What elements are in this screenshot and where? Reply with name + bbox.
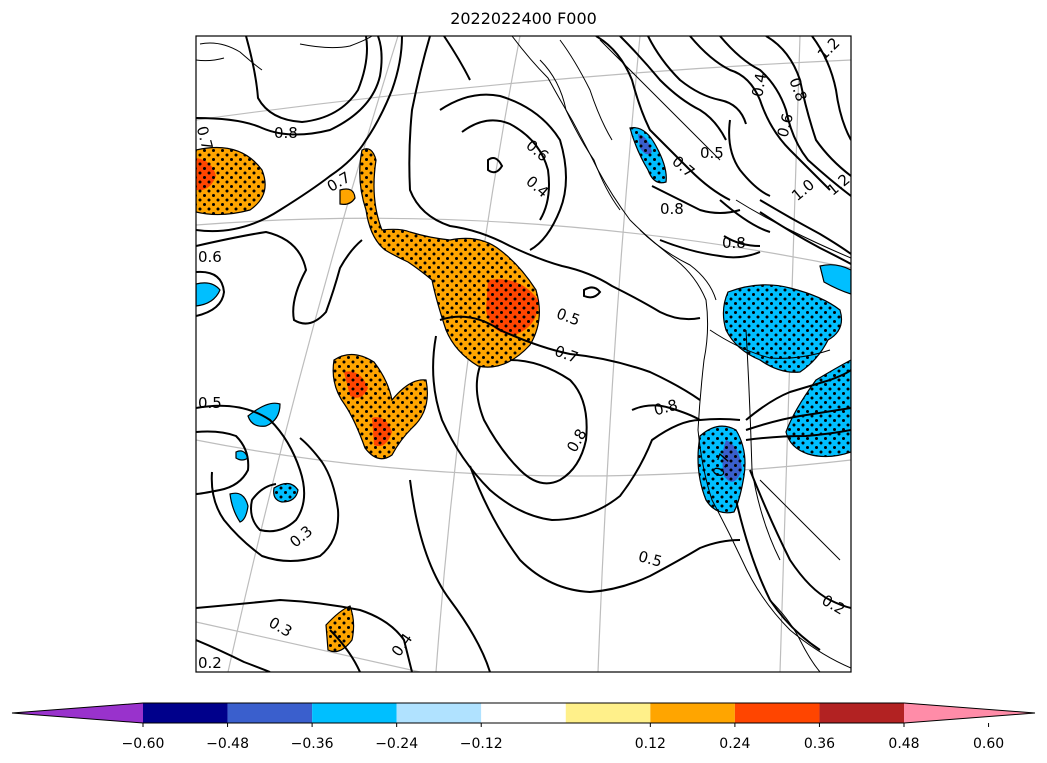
- contour-label: 0.8: [660, 200, 684, 218]
- contour-label: 0.6: [198, 248, 222, 266]
- contour-label: 0.5: [554, 304, 583, 329]
- colorbar-tick-label: −0.12: [460, 736, 503, 752]
- contour-label: 0.3: [286, 522, 316, 551]
- contour-label: 1.2: [814, 34, 844, 64]
- colorbar-bin: [143, 703, 228, 723]
- contour-label: 0.5: [198, 394, 222, 412]
- contour-label: 0.5: [636, 547, 664, 571]
- coastlines: [196, 36, 851, 672]
- contour-label: 0.6: [774, 112, 798, 140]
- colorbar-bin: [481, 703, 566, 723]
- negative-anomaly-region: [247, 402, 281, 427]
- contour-label: 0.5: [700, 144, 724, 162]
- contour-label: 0.4: [388, 630, 416, 660]
- colorbar-bin: [650, 703, 735, 723]
- contour-label: 0.3: [266, 613, 296, 641]
- contour-label: 0.8: [274, 124, 298, 142]
- colorbar-bin: [565, 703, 651, 723]
- contour-label: 0.8: [652, 396, 680, 420]
- negative-anomaly-region: [196, 282, 221, 307]
- colorbar-extend-low: [12, 703, 143, 723]
- colorbar-tick-label: −0.24: [375, 736, 418, 752]
- shaded-anomalies: [196, 127, 851, 653]
- contour-label: 1.0: [788, 176, 818, 205]
- parallel-line: [196, 621, 421, 672]
- colorbar-tick-label: 0.36: [804, 736, 835, 752]
- parallel-line: [196, 217, 851, 269]
- contour-label: 0.4: [748, 72, 770, 99]
- contour-label: 0.7: [193, 124, 217, 152]
- meridian-line: [227, 36, 399, 672]
- colorbar-tick-label: 0.60: [973, 736, 1004, 752]
- colorbar-tick-label: 0.48: [888, 736, 919, 752]
- colorbar: −0.60 −0.48 −0.36 −0.24 −0.12 0.12 0.24 0.36 0.4…: [11, 702, 1036, 752]
- parallel-line: [196, 59, 851, 121]
- stippling: [196, 127, 851, 652]
- meridian-line: [597, 36, 641, 672]
- map-title: 2022022400 F000: [450, 9, 597, 28]
- colorbar-tick-label: −0.36: [291, 736, 334, 752]
- contour-label: 0.2: [198, 654, 222, 672]
- contour-lines: [196, 36, 851, 672]
- negative-anomaly-region: [229, 492, 249, 523]
- negative-anomaly-region: [819, 264, 851, 295]
- colorbar-tick-label: −0.48: [206, 736, 249, 752]
- contour-label: 0.7: [552, 342, 581, 367]
- colorbar-bin: [396, 703, 482, 723]
- colorbar-bin: [734, 703, 820, 723]
- parallel-line: [196, 439, 851, 477]
- colorbar-tick-label: 0.24: [719, 736, 750, 752]
- colorbar-tick-label: 0.12: [635, 736, 666, 752]
- colorbar-bin: [819, 703, 904, 723]
- colorbar-extend-high: [904, 703, 1035, 723]
- colorbar-tick-label: −0.60: [122, 736, 165, 752]
- graticule: [196, 36, 851, 672]
- colorbar-bin: [312, 703, 397, 723]
- contour-label: 0.7: [668, 152, 698, 181]
- contour-label: 0.8: [722, 234, 746, 252]
- positive-anomaly-region: [339, 188, 356, 205]
- map-frame: [195, 35, 852, 673]
- colorbar-bin: [227, 703, 313, 723]
- contour-label: 0.6: [522, 136, 552, 165]
- contour-label: 0.8: [785, 75, 810, 104]
